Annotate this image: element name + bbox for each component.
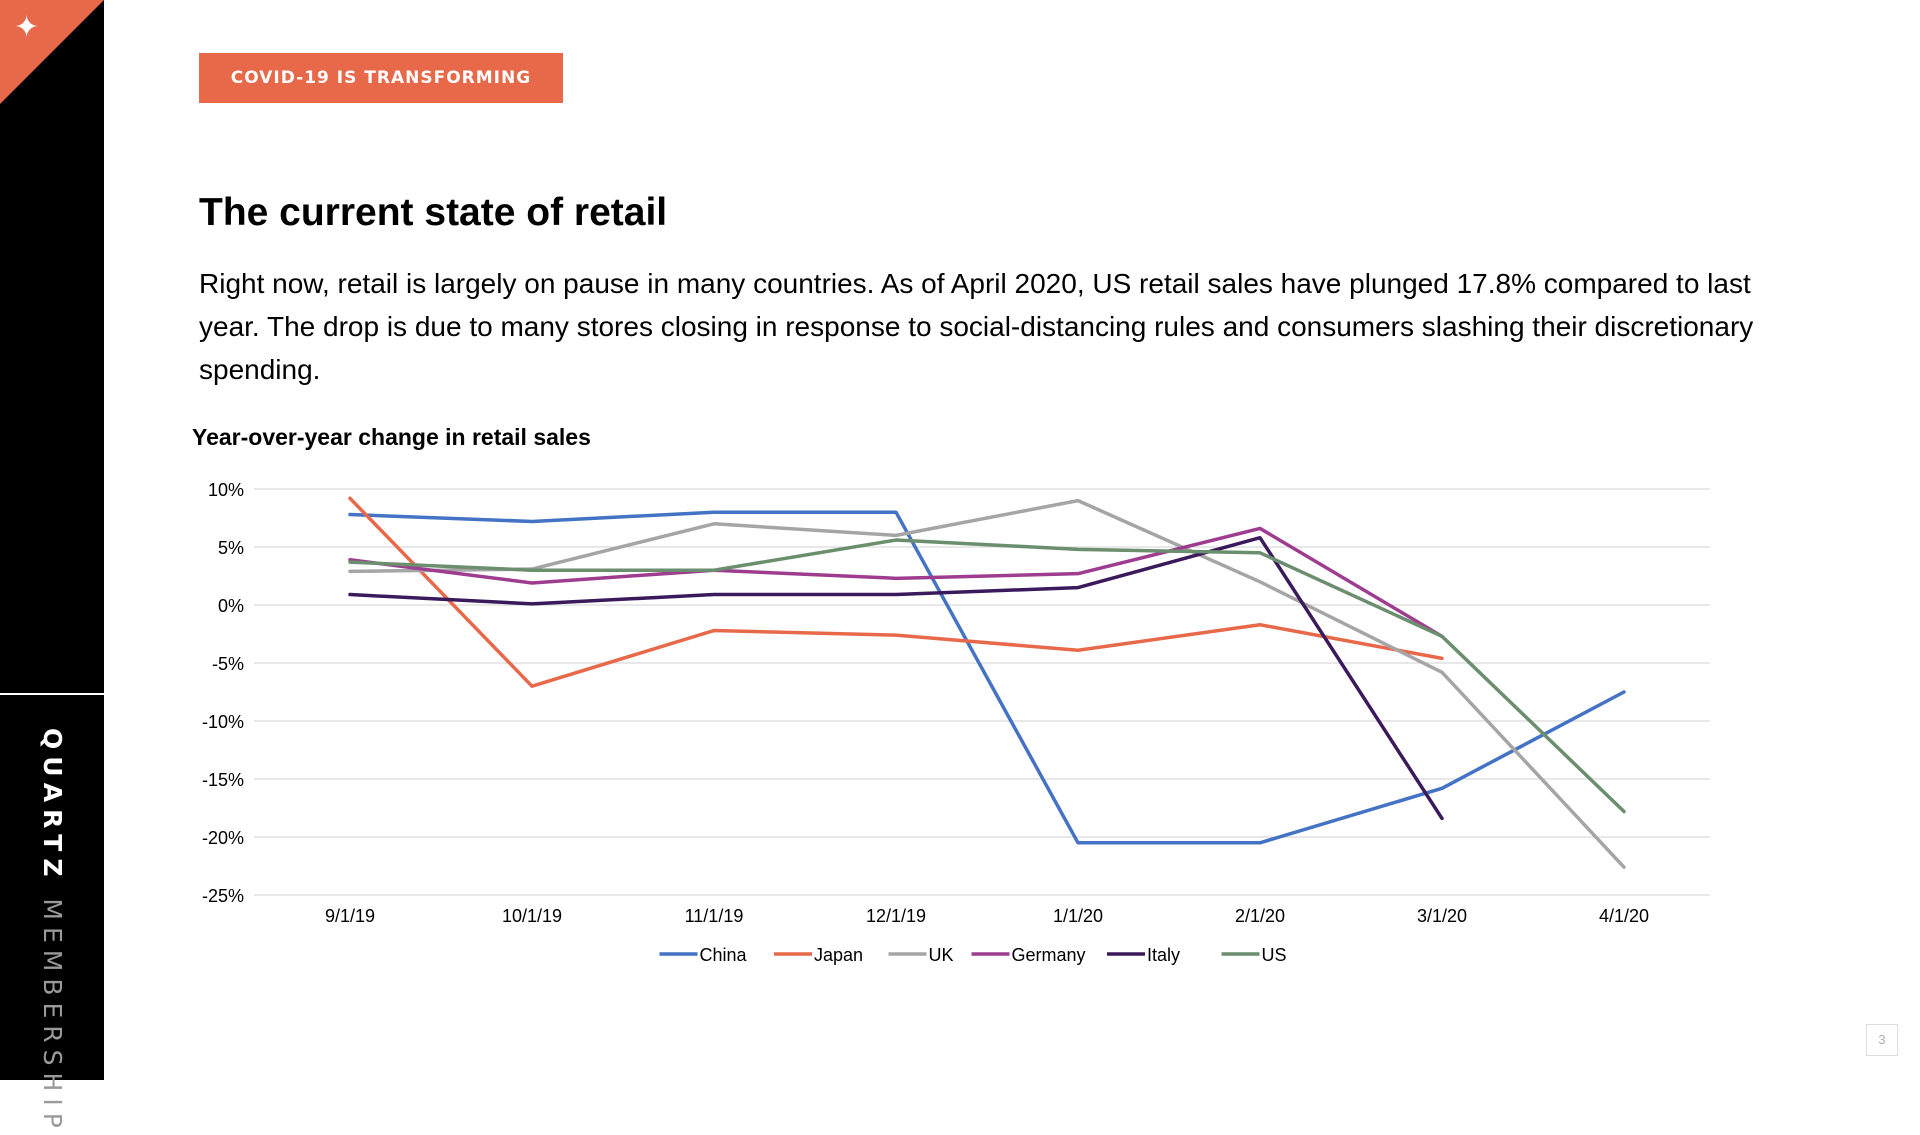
line-chart: 10% 5% 0% -5% -10% -15% -20% -25% 9/1/19 10/1/19 1…: [202, 480, 1710, 965]
legend-label: Italy: [1147, 945, 1180, 965]
y-tick-label: -10%: [202, 712, 244, 732]
series-line-us: [348, 538, 1626, 814]
y-tick-label: 5%: [218, 538, 244, 558]
x-tick-label: 10/1/19: [502, 906, 562, 926]
y-tick-label: -25%: [202, 886, 244, 906]
legend-label: Germany: [1012, 945, 1086, 965]
page-title: The current state of retail: [199, 191, 668, 234]
x-tick-label: 1/1/20: [1053, 906, 1103, 926]
series-line-italy: [348, 535, 1444, 821]
legend-label: Japan: [814, 945, 863, 965]
x-tick-label: 9/1/19: [325, 906, 375, 926]
chart-title: Year-over-year change in retail sales: [192, 424, 591, 450]
series-line-japan: [348, 496, 1444, 688]
x-tick-label: 4/1/20: [1599, 906, 1649, 926]
corner-accent: [0, 0, 104, 104]
legend-label: US: [1262, 945, 1287, 965]
series-line-uk: [348, 498, 1626, 869]
legend-label: UK: [929, 945, 954, 965]
page-number: 3: [1866, 1024, 1898, 1056]
y-tick-label: -5%: [212, 654, 244, 674]
x-tick-label: 2/1/20: [1235, 906, 1285, 926]
y-tick-label: 10%: [208, 480, 244, 500]
sidebar: ✦ QUARTZ MEMBERSHIP: [0, 0, 104, 1135]
brand-primary: QUARTZ: [38, 728, 67, 884]
sidebar-divider: [0, 693, 104, 695]
legend-label: China: [700, 945, 748, 965]
y-tick-label: 0%: [218, 596, 244, 616]
x-tick-label: 11/1/19: [685, 906, 744, 926]
series-line-china: [348, 510, 1626, 845]
y-tick-label: -15%: [202, 770, 244, 790]
section-tag: COVID-19 IS TRANSFORMING RETAIL: [199, 53, 563, 138]
series-line-germany: [348, 526, 1444, 639]
x-tick-label: 12/1/19: [866, 906, 926, 926]
sparkle-icon: ✦: [14, 10, 40, 45]
y-tick-label: -20%: [202, 828, 244, 848]
x-tick-label: 3/1/20: [1417, 906, 1467, 926]
body-paragraph: Right now, retail is largely on pause in…: [199, 268, 1754, 385]
